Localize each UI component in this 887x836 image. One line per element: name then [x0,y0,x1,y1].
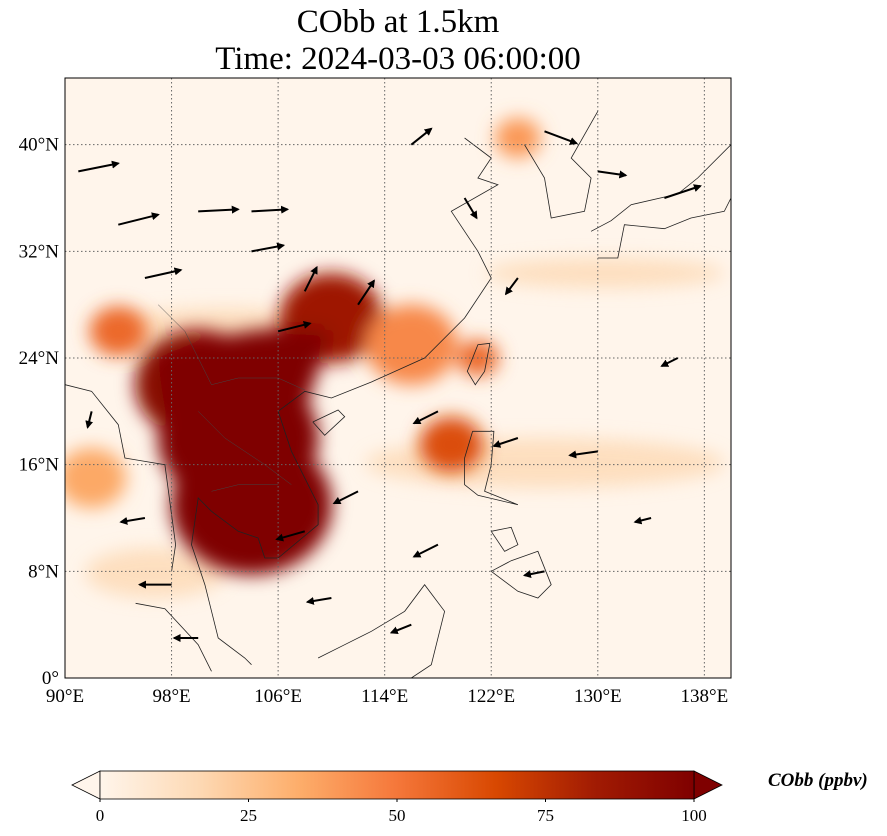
wind-arrow-16 [492,437,519,448]
coastline-11 [590,144,731,232]
border-2 [211,484,279,492]
wind-arrow-9 [410,127,433,146]
wind-arrow-18 [332,490,359,505]
plume-5 [419,416,484,473]
x-tick-label: 90°E [46,686,84,707]
coastline-3 [466,342,491,386]
gridlines [65,78,731,678]
coastline-6 [490,550,552,599]
wind-arrow-13 [463,197,478,220]
map-time-subtitle: Time: 2024-03-03 06:00:00 [215,41,581,77]
wind-arrow-1 [118,212,160,226]
y-tick-label: 0° [42,668,59,689]
wind-arrow-25 [633,516,652,525]
wind-arrow-10 [544,130,579,145]
wind-arrow-28 [389,623,412,635]
coastline-8 [317,584,446,678]
plume-8 [65,448,127,508]
border-0 [158,304,305,391]
y-tick-label: 8°N [28,561,59,582]
wind-arrow-8 [277,321,312,333]
wind-arrow-23 [412,543,439,558]
x-tick-label: 130°E [574,686,622,707]
wind-arrow-0 [78,160,120,173]
wind-arrow-26 [660,357,679,367]
coastline-4 [312,409,346,436]
wind-arrow-4 [251,242,286,253]
y-tick-label: 32°N [19,241,60,262]
coastline-9 [135,602,212,672]
colorbar-gradient [99,770,695,800]
colorbar-tick-label: 25 [240,806,257,825]
wind-arrow-29 [85,411,94,429]
wind-arrow-6 [303,265,318,292]
wind-arrow-24 [522,570,545,579]
wind-arrow-3 [198,205,240,214]
plume-9 [494,118,541,158]
wind-arrow-2 [144,267,183,279]
colorbar-title: CObb (ppbv) [768,770,868,791]
plume-7 [89,306,148,357]
colorbar-tick-label: 0 [96,806,105,825]
map-frame [64,77,732,679]
coastline-0 [191,137,499,665]
x-tick-label: 106°E [254,686,302,707]
wind-arrow-11 [597,170,628,179]
colorbar [71,770,723,800]
colorbar-tick-label: 75 [537,806,554,825]
x-tick-label: 138°E [681,686,729,707]
wind-arrow-22 [305,597,332,605]
wind-arrow-5 [251,205,290,214]
coastline-10 [597,197,731,259]
coastline-7 [490,526,519,552]
colorbar-min-extend [71,770,101,800]
y-tick-label: 24°N [19,348,60,369]
plume-core [158,328,332,545]
plume-4 [365,304,458,385]
wind-arrow-19 [275,530,306,542]
x-tick-label: 122°E [467,686,515,707]
wind-arrow-17 [568,450,598,459]
colorbar-max-extend [693,770,723,800]
x-tick-label: 98°E [152,686,190,707]
y-tick-label: 16°N [19,455,60,476]
wind-arrow-20 [119,517,146,525]
wind-vectors [78,127,702,642]
map-title: CObb at 1.5km [296,4,500,40]
colorbar-tick-label: 100 [681,806,707,825]
wind-arrow-14 [504,277,519,296]
y-tick-label: 40°N [19,135,60,156]
colorbar-tick-label: 50 [389,806,406,825]
x-tick-label: 114°E [361,686,408,707]
coastline-2 [524,111,599,219]
wind-arrow-15 [412,410,439,425]
coastline-1 [65,384,177,572]
wind-arrow-12 [664,184,702,199]
wind-arrow-7 [357,279,375,306]
map-area [65,78,731,678]
